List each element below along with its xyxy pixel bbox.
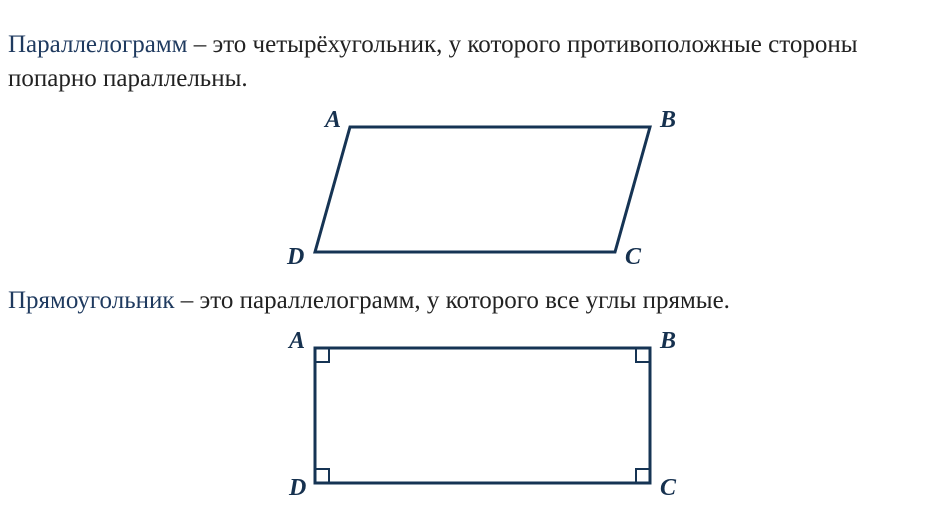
parallelogram-definition: Параллелограмм – это четырёхугольник, у … — [8, 28, 942, 96]
vertex-label-c: C — [660, 475, 677, 501]
vertex-label-b: B — [659, 328, 676, 354]
rectangle-figure: A B C D — [255, 323, 695, 505]
parallelogram-term: Параллелограмм — [8, 31, 187, 58]
vertex-label-a: A — [287, 328, 305, 354]
parallelogram-figure-wrap: A B C D — [8, 102, 942, 274]
vertex-label-c: C — [625, 244, 642, 270]
vertex-label-d: D — [286, 244, 304, 270]
vertex-label-b: B — [659, 107, 676, 133]
vertex-label-d: D — [288, 475, 306, 501]
parallelogram-figure: A B C D — [255, 102, 695, 274]
rectangle-text: – это параллелограмм, у которого все угл… — [175, 287, 730, 314]
rectangle-definition: Прямоугольник – это параллелограмм, у ко… — [8, 284, 942, 318]
rectangle-term: Прямоугольник — [8, 287, 175, 314]
vertex-label-a: A — [323, 107, 341, 133]
rectangle-figure-wrap: A B C D — [8, 323, 942, 505]
